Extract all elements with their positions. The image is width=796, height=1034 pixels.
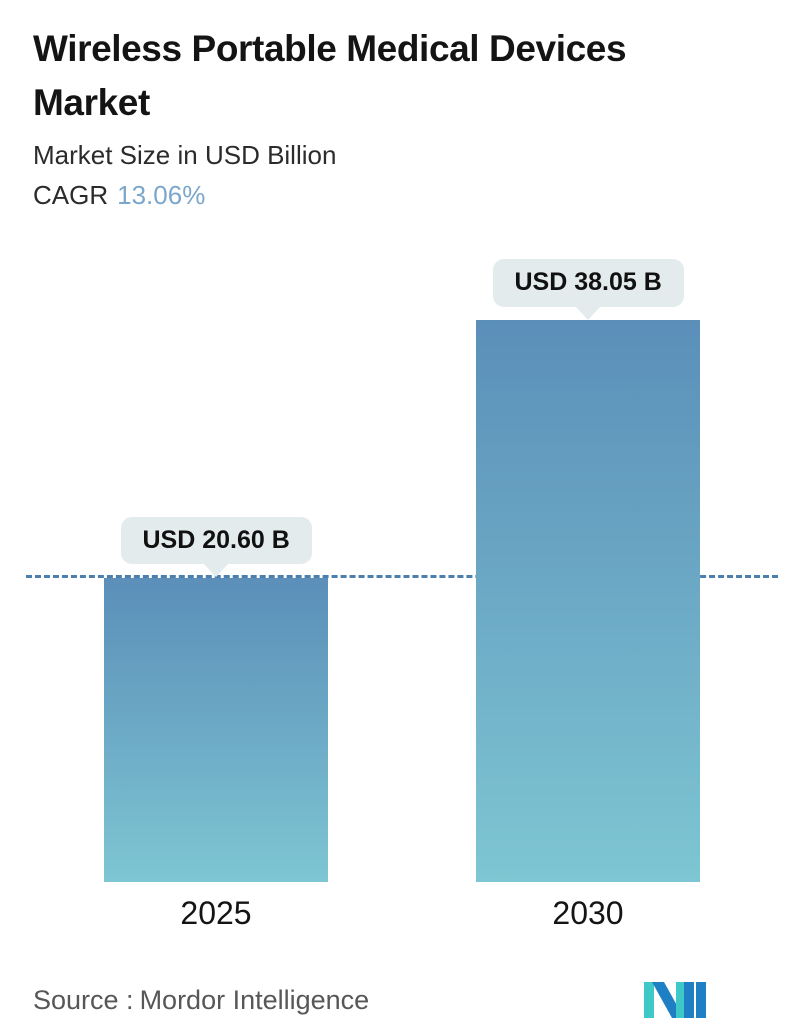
bar-2025[interactable]: [104, 577, 328, 882]
value-label-2025: USD 20.60 B: [120, 516, 312, 578]
mordor-intelligence-logo-icon: [644, 982, 706, 1018]
source-label: Source :: [33, 984, 134, 1015]
value-label-2030: USD 38.05 B: [492, 259, 684, 320]
page-title: Wireless Portable Medical Devices Market: [33, 28, 627, 123]
chart-header: Wireless Portable Medical Devices Market…: [33, 22, 733, 214]
chart-footer: Source : Mordor Intelligence: [33, 972, 768, 1028]
chart-subtitle: Market Size in USD Billion: [33, 140, 337, 171]
cagr-label: CAGR: [33, 180, 109, 211]
reference-dashed-line: [26, 574, 778, 578]
source-attribution: Source : Mordor Intelligence: [33, 984, 369, 1016]
cagr-row: CAGR 13.06%: [33, 177, 733, 214]
cagr-value: 13.06%: [117, 180, 206, 211]
category-label-2030: 2030: [552, 895, 624, 931]
bar-2030[interactable]: [476, 320, 700, 882]
category-label-2025: 2025: [180, 895, 252, 931]
source-name: Mordor Intelligence: [139, 984, 370, 1015]
